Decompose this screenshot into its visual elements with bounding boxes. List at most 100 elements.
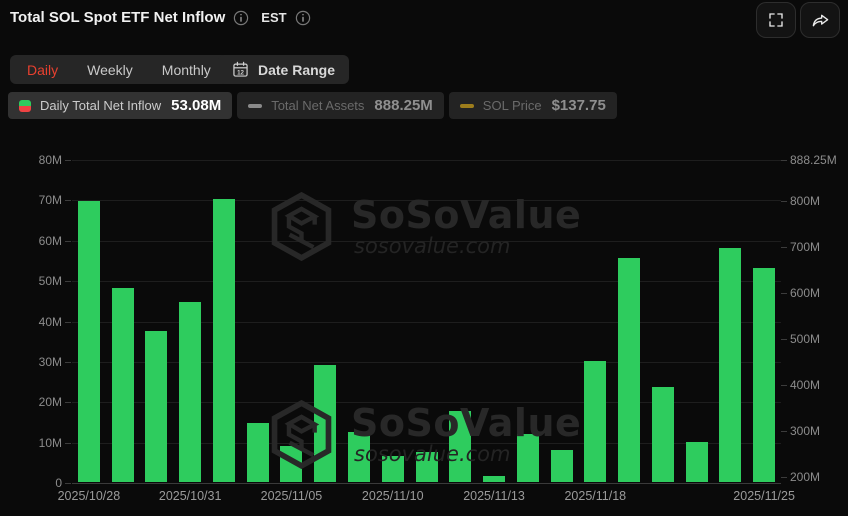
gridline-30M xyxy=(72,361,781,363)
share-icon xyxy=(811,11,830,30)
bar-2025/11/17[interactable] xyxy=(550,449,573,482)
bar-2025/10/30[interactable] xyxy=(145,330,168,482)
y-axis-left-label: 60M xyxy=(38,233,62,248)
inflow-outflow-icon xyxy=(19,99,31,112)
bar-2025/11/25[interactable] xyxy=(753,267,776,482)
y-axis-left-tick xyxy=(65,361,71,363)
y-axis-left-tick xyxy=(65,281,71,283)
y-axis-right-label: 500M xyxy=(790,331,821,346)
x-axis-label-2025/11/25: 2025/11/25 xyxy=(733,489,795,503)
y-axis-left-label: 30M xyxy=(38,354,62,369)
legend-label: Daily Total Net Inflow xyxy=(40,98,162,113)
y-axis-left-label: 40M xyxy=(38,314,62,329)
y-axis-right-label: 300M xyxy=(790,423,821,438)
svg-text:12: 12 xyxy=(237,69,244,76)
date-range-label: Date Range xyxy=(258,61,336,78)
gridline-10M xyxy=(72,442,781,444)
y-axis-right-tick xyxy=(781,160,787,161)
bar-2025/11/05[interactable] xyxy=(280,445,303,482)
y-axis-right-label: 200M xyxy=(790,470,821,484)
bar-2025/11/11[interactable] xyxy=(415,451,438,482)
fullscreen-icon xyxy=(767,11,785,29)
y-axis-left-tick xyxy=(65,240,71,242)
chart-header: Total SOL Spot ETF Net Inflow EST xyxy=(10,9,311,26)
y-axis-left-tick xyxy=(65,402,71,404)
bar-2025/11/10[interactable] xyxy=(381,455,404,482)
calendar-icon: 12 xyxy=(232,61,249,78)
bar-2025/11/07[interactable] xyxy=(347,431,370,482)
y-axis-right-tick xyxy=(781,384,787,386)
bar-2025/11/06[interactable] xyxy=(314,364,337,482)
fullscreen-button[interactable] xyxy=(756,2,796,38)
x-axis-label-2025/11/13: 2025/11/13 xyxy=(463,489,525,503)
legend-value: $137.75 xyxy=(551,97,606,114)
legend-label: SOL Price xyxy=(482,98,542,113)
date-range-button[interactable]: 12 Date Range xyxy=(218,55,350,84)
bar-2025/11/24[interactable] xyxy=(719,247,742,482)
y-axis-left-label: 50M xyxy=(38,274,62,289)
tab-weekly[interactable]: Weekly xyxy=(87,61,133,78)
title-info-icon[interactable] xyxy=(233,10,249,26)
y-axis-left-label: 80M xyxy=(38,153,62,167)
bar-2025/11/18[interactable] xyxy=(584,360,607,482)
y-axis-right-tick xyxy=(781,292,787,294)
x-axis-label-2025/11/18: 2025/11/18 xyxy=(564,489,627,503)
y-axis-left-label: 0 xyxy=(55,476,62,490)
legend-label: Total Net Assets xyxy=(271,98,365,113)
gridline-40M xyxy=(72,321,781,323)
y-axis-left-label: 10M xyxy=(38,435,62,450)
bar-2025/11/14[interactable] xyxy=(516,433,539,482)
gridline-50M xyxy=(72,281,781,283)
bar-2025/10/29[interactable] xyxy=(111,288,134,482)
timezone-info-icon[interactable] xyxy=(295,10,311,26)
chart-legend: Daily Total Net Inflow 53.08M Total Net … xyxy=(8,92,617,119)
sol-price-line-icon xyxy=(459,103,474,108)
bar-2025/11/03[interactable] xyxy=(212,199,235,482)
y-axis-right-tick xyxy=(781,338,787,340)
bar-2025/11/13[interactable] xyxy=(483,475,506,482)
legend-item-net-inflow[interactable]: Daily Total Net Inflow 53.08M xyxy=(8,92,233,119)
x-axis-label-2025/10/28: 2025/10/28 xyxy=(57,489,121,503)
y-axis-left-label: 70M xyxy=(38,193,62,208)
bar-2025/10/31[interactable] xyxy=(179,302,202,482)
net-assets-line-icon xyxy=(248,103,263,108)
bar-2025/10/28[interactable] xyxy=(77,201,100,482)
y-axis-left-tick xyxy=(65,160,71,161)
tab-monthly[interactable]: Monthly xyxy=(161,61,211,78)
x-axis-label-2025/10/31: 2025/10/31 xyxy=(158,489,222,503)
x-axis-label-2025/11/05: 2025/11/05 xyxy=(260,489,323,503)
bar-2025/11/04[interactable] xyxy=(246,423,269,482)
x-axis-label-2025/11/10: 2025/11/10 xyxy=(361,489,424,503)
legend-item-net-assets[interactable]: Total Net Assets 888.25M xyxy=(237,92,444,119)
y-axis-left-tick xyxy=(65,442,71,444)
bar-chart-plot-area xyxy=(72,160,781,484)
y-axis-right-tick xyxy=(781,430,787,432)
y-axis-right-tick xyxy=(781,477,787,478)
y-axis-right-tick xyxy=(781,200,787,202)
y-axis-right-label: 888.25M xyxy=(790,153,837,167)
share-button[interactable] xyxy=(800,2,840,38)
y-axis-left-tick xyxy=(65,200,71,202)
bar-2025/11/21[interactable] xyxy=(685,441,708,482)
y-axis-right-label: 800M xyxy=(790,193,821,208)
bar-2025/11/12[interactable] xyxy=(449,411,472,482)
gridline-20M xyxy=(72,402,781,404)
bar-2025/11/20[interactable] xyxy=(651,387,674,482)
y-axis-right-tick xyxy=(781,246,787,248)
bar-2025/11/19[interactable] xyxy=(618,257,641,482)
y-axis-left-tick xyxy=(65,321,71,323)
y-axis-left-label: 20M xyxy=(38,395,62,410)
gridline-70M xyxy=(72,200,781,202)
interval-tabs: Daily Weekly Monthly xyxy=(10,55,228,84)
page-title: Total SOL Spot ETF Net Inflow xyxy=(10,9,226,26)
legend-item-sol-price[interactable]: SOL Price $137.75 xyxy=(448,92,617,119)
tab-daily[interactable]: Daily xyxy=(27,61,59,78)
y-axis-right-label: 400M xyxy=(790,377,821,392)
y-axis-right-label: 600M xyxy=(790,285,821,300)
gridline-60M xyxy=(72,240,781,242)
y-axis-left-tick xyxy=(65,483,71,484)
gridline-80M xyxy=(72,160,781,161)
y-axis-right-label: 700M xyxy=(790,239,821,254)
timezone-label: EST xyxy=(261,10,287,25)
